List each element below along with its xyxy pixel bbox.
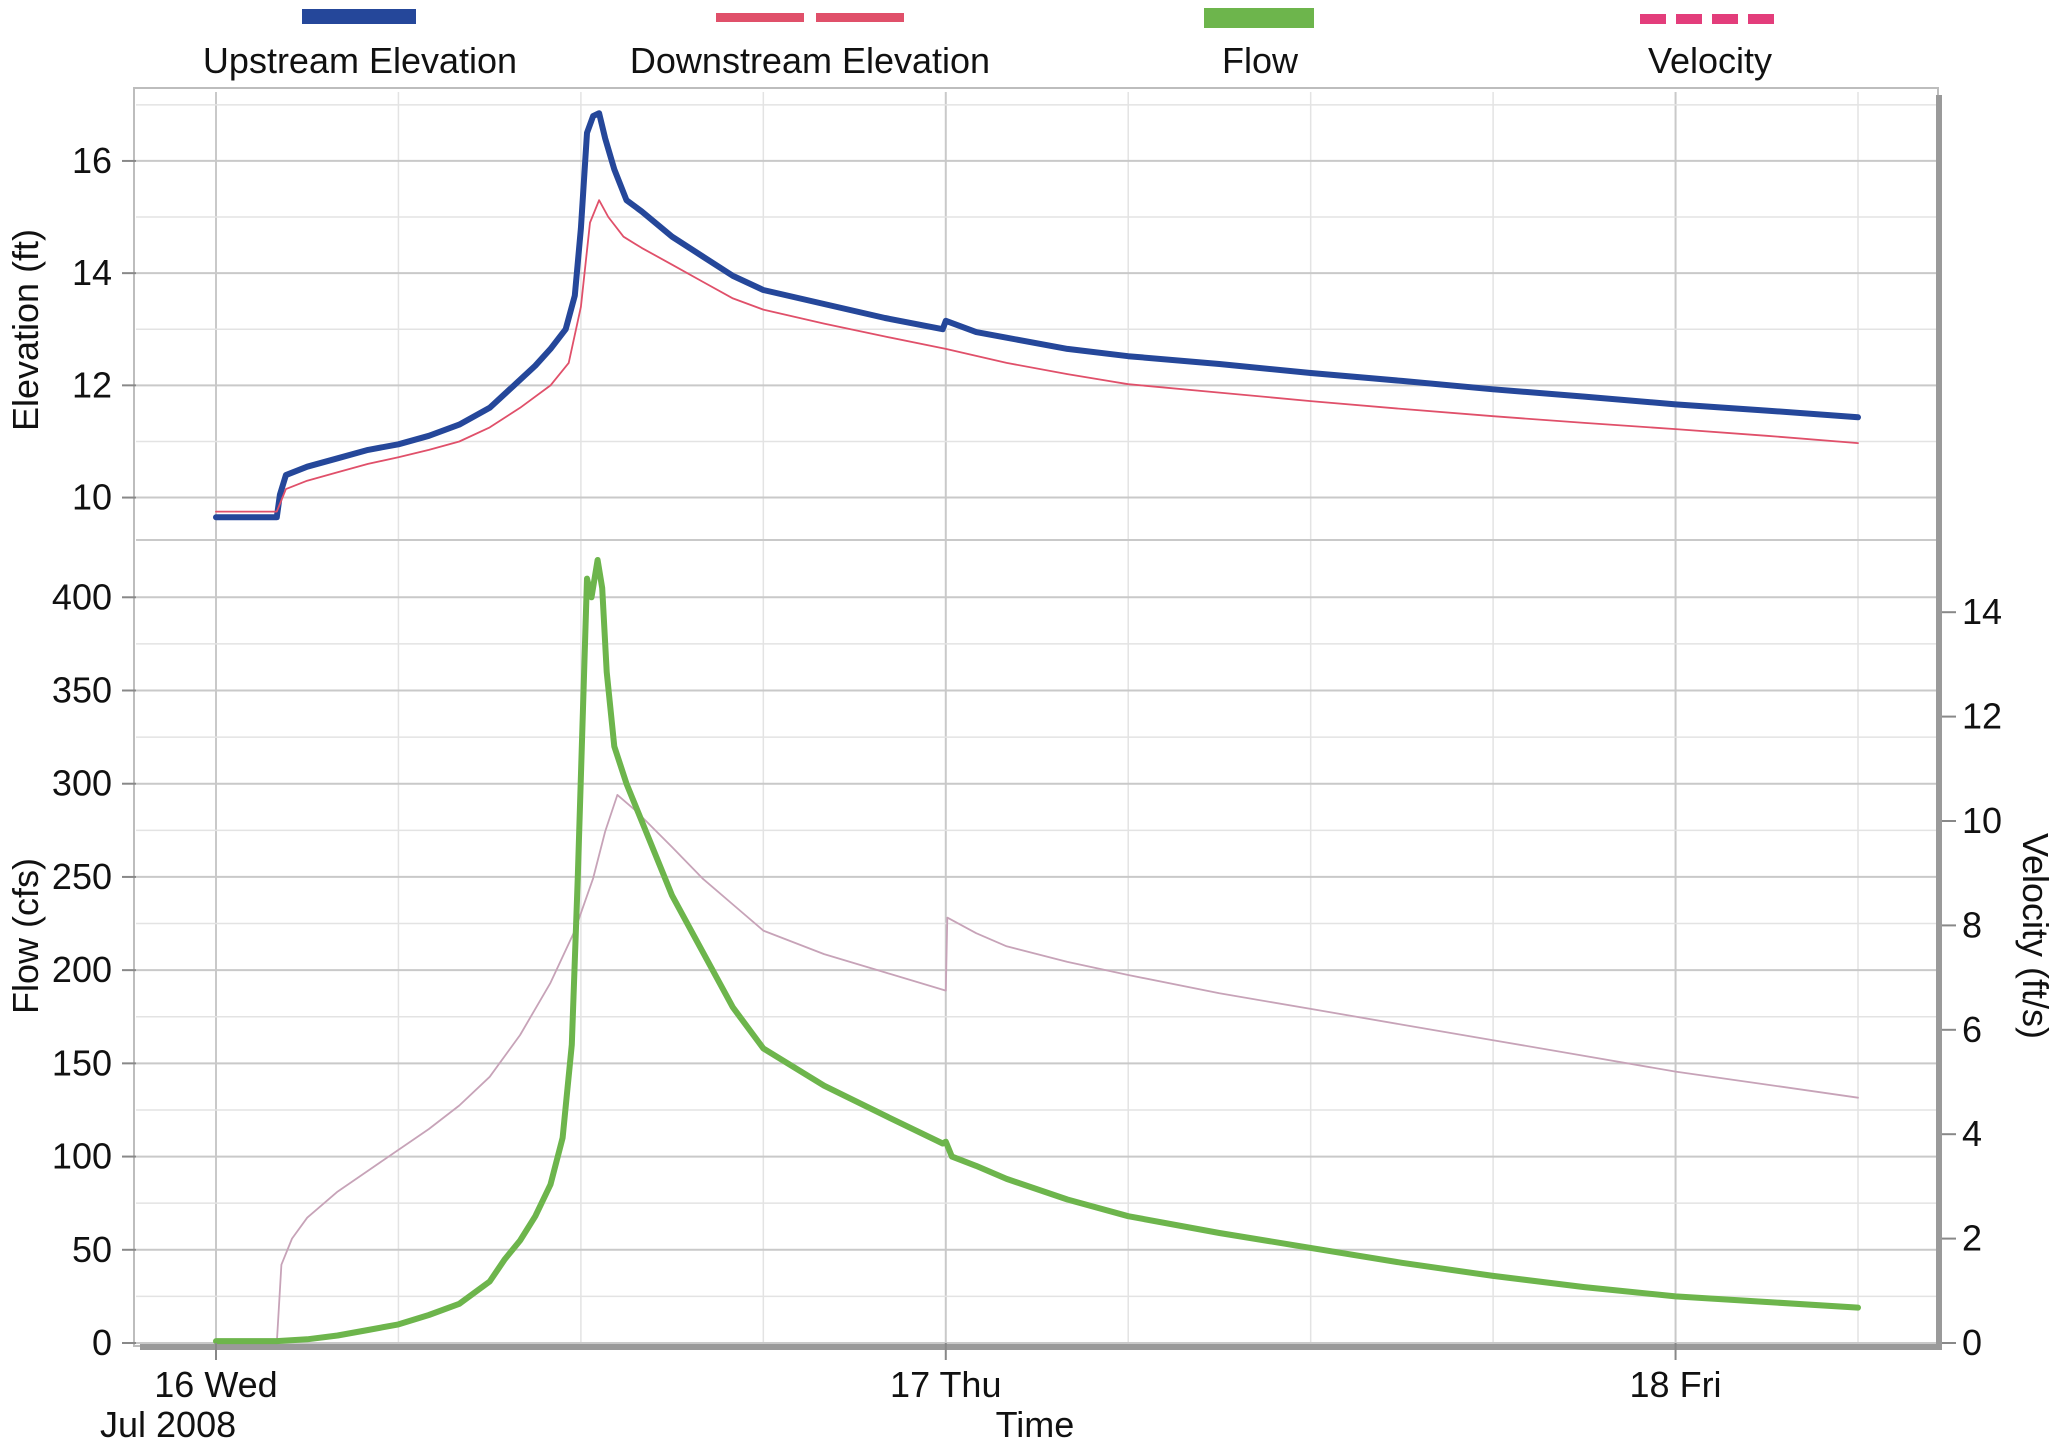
legend-swatch-velocity-c xyxy=(1712,14,1738,24)
velocity-tick-label: 0 xyxy=(1962,1322,1982,1363)
axis-layer: 10 12 14 16 0 50 100 150 200 250 300 350 400 0 2 4 6 8 10 1… xyxy=(52,140,2002,1405)
legend-label-downstream-elevation: Downstream Elevation xyxy=(630,40,990,81)
flow-tick-label: 350 xyxy=(52,670,112,711)
legend-swatch-flow xyxy=(1204,8,1314,28)
series-line-flow xyxy=(213,557,1861,1345)
legend-label-velocity: Velocity xyxy=(1648,40,1772,81)
flow-tick-label: 250 xyxy=(52,856,112,897)
velocity-tick-label: 12 xyxy=(1962,696,2002,737)
flow-tick-label: 0 xyxy=(92,1322,112,1363)
velocity-axis-title: Velocity (ft/s) xyxy=(2015,833,2056,1039)
elevation-tick-label: 12 xyxy=(72,364,112,405)
legend-label-flow: Flow xyxy=(1222,40,1299,81)
velocity-tick-label: 4 xyxy=(1962,1113,1982,1154)
flow-tick-label: 400 xyxy=(52,576,112,617)
elevation-tick-label: 14 xyxy=(72,252,112,293)
velocity-tick-label: 2 xyxy=(1962,1218,1982,1259)
legend-item-upstream-elevation: Upstream Elevation xyxy=(203,9,517,81)
velocity-tick-label: 6 xyxy=(1962,1009,1982,1050)
plot-frame-shadow-bottom xyxy=(140,1344,1942,1350)
legend-item-downstream-elevation: Downstream Elevation xyxy=(630,13,990,81)
grid-layer xyxy=(136,92,1936,1344)
flow-tick-label: 200 xyxy=(52,949,112,990)
flow-tick-label: 100 xyxy=(52,1136,112,1177)
time-axis-sub-label: Jul 2008 xyxy=(100,1404,236,1439)
series-line-velocity xyxy=(275,794,1859,1344)
elevation-tick-label: 10 xyxy=(72,477,112,518)
time-tick-label: 17 Thu xyxy=(890,1364,1001,1405)
flow-axis-title: Flow (cfs) xyxy=(5,858,46,1014)
legend: Upstream Elevation Downstream Elevation … xyxy=(203,8,1774,81)
legend-swatch-velocity-b xyxy=(1676,14,1702,24)
flow-tick-label: 150 xyxy=(52,1042,112,1083)
elevation-axis-title: Elevation (ft) xyxy=(5,229,46,431)
velocity-tick-label: 10 xyxy=(1962,800,2002,841)
flow-tick-label: 300 xyxy=(52,763,112,804)
elevation-tick-label: 16 xyxy=(72,140,112,181)
velocity-tick-label: 14 xyxy=(1962,591,2002,632)
legend-swatch-downstream-elevation-b xyxy=(816,13,904,22)
time-axis-title: Time xyxy=(996,1404,1075,1439)
time-tick-label: 18 Fri xyxy=(1630,1364,1722,1405)
legend-swatch-velocity-a xyxy=(1640,14,1666,24)
legend-label-upstream-elevation: Upstream Elevation xyxy=(203,40,517,81)
legend-swatch-velocity-d xyxy=(1748,14,1774,24)
time-tick-label: 16 Wed xyxy=(154,1364,277,1405)
legend-item-flow: Flow xyxy=(1204,8,1314,81)
series-line-downstream-elevation xyxy=(215,199,1859,513)
series-line-upstream-elevation xyxy=(213,110,1861,521)
legend-swatch-upstream-elevation xyxy=(302,9,416,24)
plot-frame-shadow-right xyxy=(1936,95,1942,1348)
velocity-tick-label: 8 xyxy=(1962,904,1982,945)
legend-swatch-downstream-elevation-a xyxy=(716,13,804,22)
legend-item-velocity: Velocity xyxy=(1640,14,1774,81)
series-layer xyxy=(213,110,1861,1345)
flow-tick-label: 50 xyxy=(72,1229,112,1270)
